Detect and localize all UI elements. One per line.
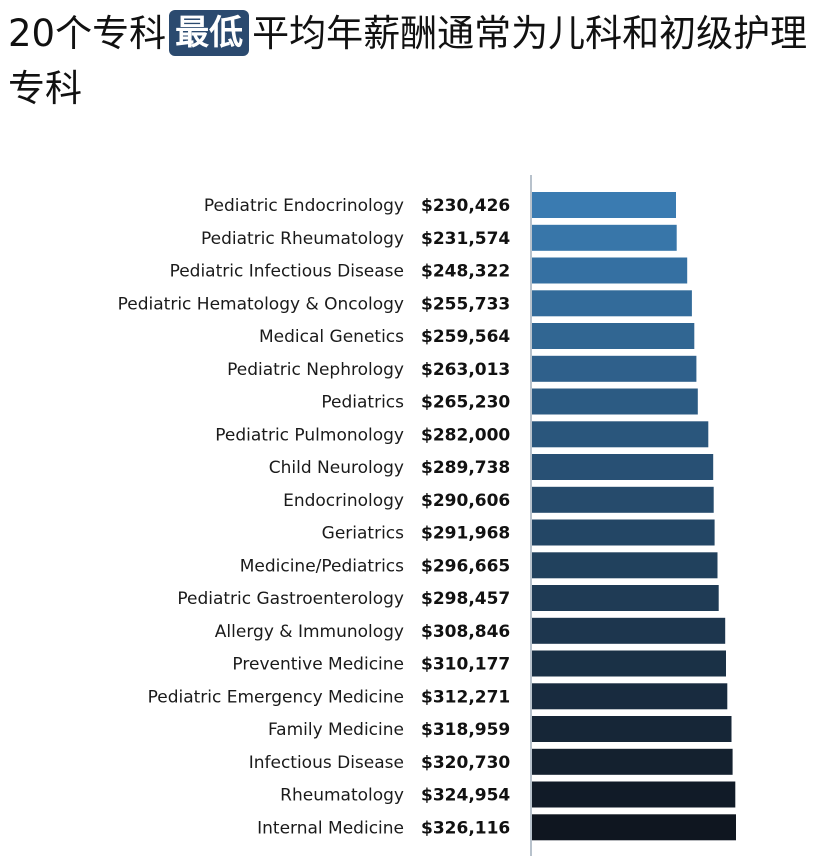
bar — [532, 421, 709, 448]
value-label: $265,230 — [421, 393, 510, 413]
category-label: Pediatric Pulmonology — [215, 425, 404, 445]
bar — [532, 355, 697, 382]
bar — [532, 192, 676, 218]
value-label: $291,968 — [421, 524, 510, 544]
bar — [532, 290, 692, 317]
value-label: $324,954 — [421, 786, 510, 806]
category-label: Geriatrics — [322, 524, 404, 544]
bar — [532, 748, 733, 775]
value-label: $326,116 — [421, 818, 510, 838]
value-label: $296,665 — [421, 556, 510, 576]
category-label: Rheumatology — [280, 786, 404, 806]
bar — [532, 519, 715, 546]
category-label: Internal Medicine — [257, 818, 404, 838]
chart-title-highlight: 最低 — [169, 10, 250, 56]
value-label: $290,606 — [421, 491, 510, 511]
bar — [532, 716, 732, 742]
category-label: Family Medicine — [268, 720, 404, 740]
chart-title-prefix: 20个专科 — [8, 12, 167, 55]
category-label: Pediatric Nephrology — [227, 360, 404, 380]
category-label: Preventive Medicine — [232, 655, 404, 675]
value-label: $255,733 — [421, 294, 510, 314]
bar — [532, 323, 695, 349]
category-label: Pediatrics — [321, 393, 404, 413]
bar — [532, 617, 726, 644]
bar — [532, 585, 719, 611]
value-label: $231,574 — [421, 229, 510, 249]
category-label: Child Neurology — [269, 458, 404, 478]
value-label: $318,959 — [421, 720, 510, 740]
bar — [532, 683, 728, 710]
category-label: Pediatric Rheumatology — [201, 229, 404, 249]
bar — [532, 486, 714, 513]
bar — [532, 257, 688, 284]
category-label: Pediatric Gastroenterology — [177, 589, 404, 609]
category-label: Endocrinology — [283, 491, 404, 511]
bar — [532, 388, 698, 415]
category-label: Medicine/Pediatrics — [240, 556, 404, 576]
category-label: Pediatric Emergency Medicine — [148, 687, 404, 707]
value-label: $312,271 — [421, 687, 510, 707]
category-label: Pediatric Endocrinology — [204, 196, 404, 216]
bar — [532, 650, 726, 677]
bar — [532, 814, 736, 841]
value-label: $263,013 — [421, 360, 510, 380]
category-label: Medical Genetics — [259, 327, 404, 347]
category-label: Infectious Disease — [249, 753, 404, 773]
bar — [532, 781, 736, 808]
value-label: $230,426 — [421, 196, 510, 216]
chart-title: 20个专科 最低 平均年薪酬通常为儿科和初级护理专科 — [8, 6, 830, 116]
value-label: $310,177 — [421, 655, 510, 675]
category-label: Allergy & Immunology — [215, 622, 404, 642]
category-label: Pediatric Hematology & Oncology — [118, 294, 404, 314]
chart-title-suffix: 平均年薪酬通常为儿科和初级护理专科 — [8, 12, 808, 110]
value-label: $259,564 — [421, 327, 510, 347]
value-label: $298,457 — [421, 589, 510, 609]
value-label: $248,322 — [421, 262, 510, 282]
value-label: $289,738 — [421, 458, 510, 478]
bar — [532, 454, 714, 480]
category-label: Pediatric Infectious Disease — [170, 262, 404, 282]
value-label: $320,730 — [421, 753, 510, 773]
value-label: $308,846 — [421, 622, 510, 642]
bar — [532, 224, 677, 251]
value-label: $282,000 — [421, 425, 510, 445]
bar — [532, 552, 718, 579]
